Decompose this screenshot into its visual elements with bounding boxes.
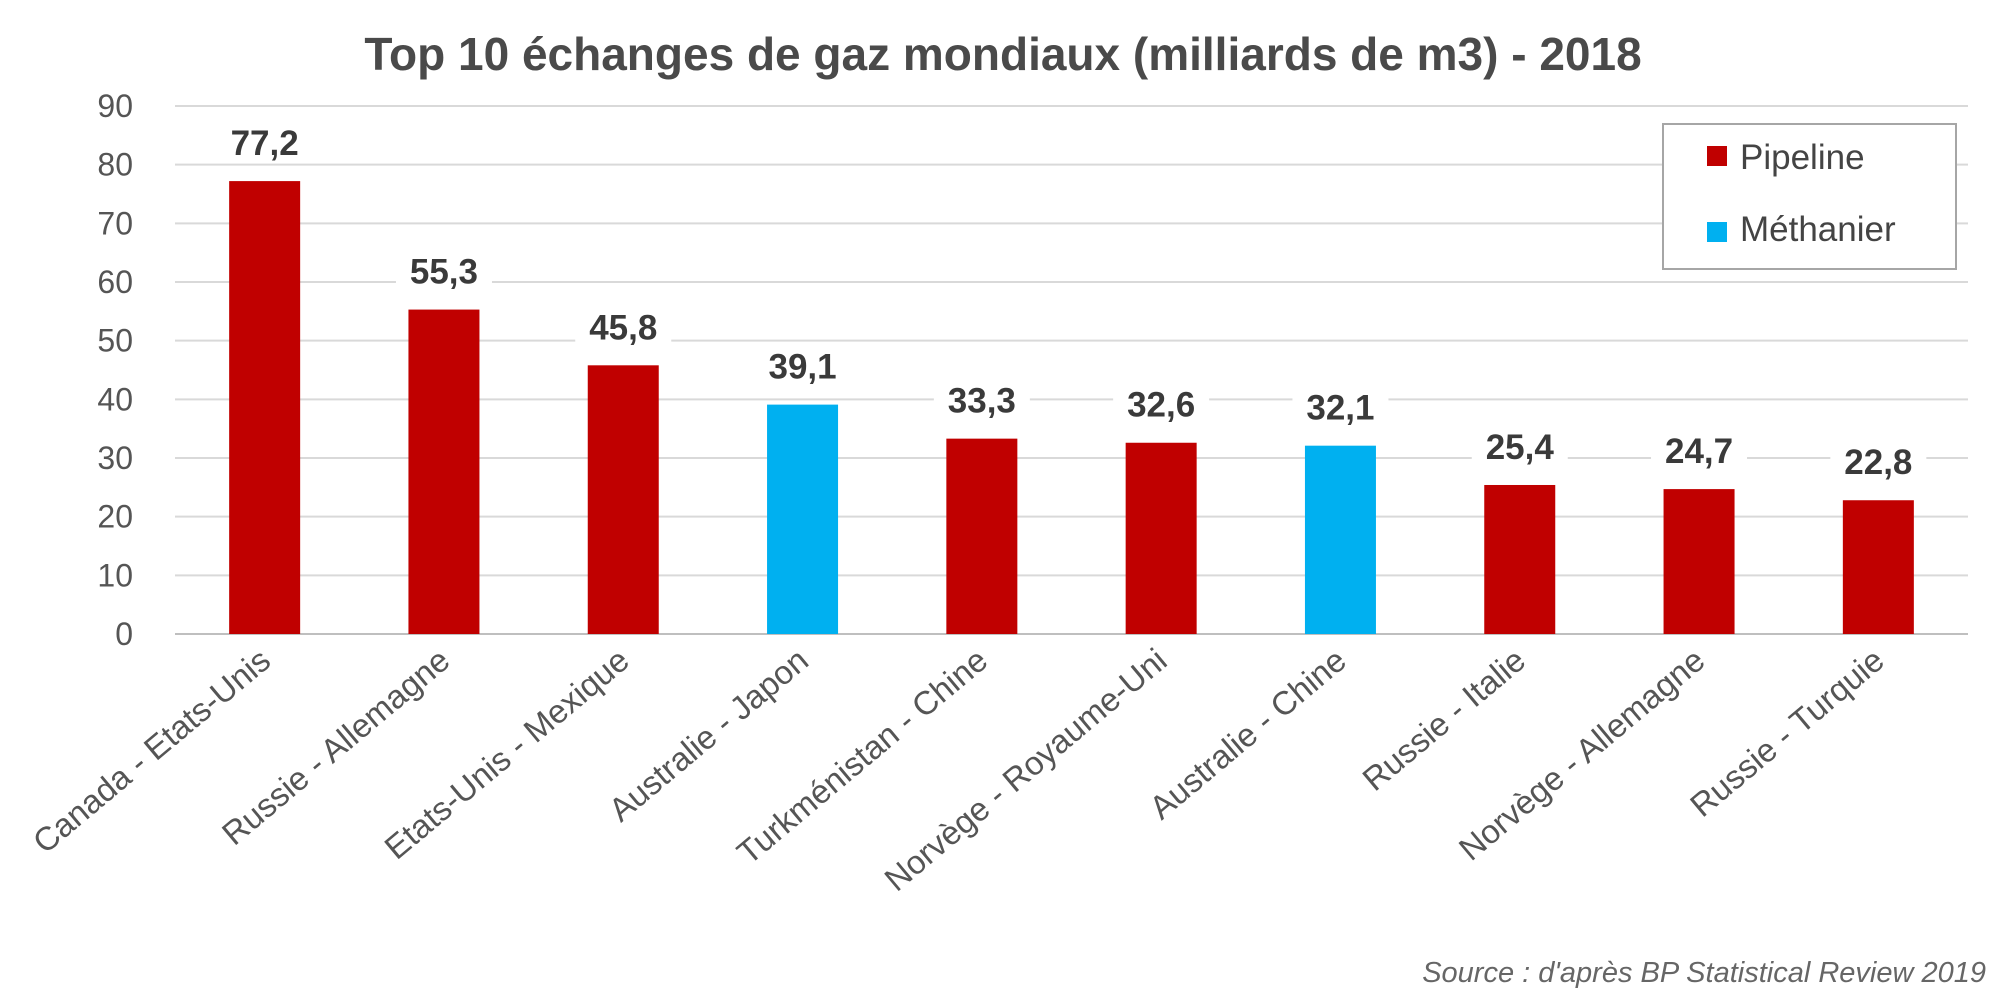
- bar: [1663, 489, 1735, 634]
- bar: [408, 309, 480, 634]
- data-label: 32,6: [1127, 386, 1195, 425]
- data-label: 77,2: [231, 124, 299, 163]
- data-label-backdrop: [754, 342, 851, 387]
- data-label: 33,3: [948, 382, 1016, 421]
- bar: [587, 365, 659, 634]
- y-tick-label: 80: [97, 147, 133, 183]
- data-label: 45,8: [589, 308, 657, 347]
- bars: [229, 181, 1914, 635]
- y-tick-label: 40: [97, 381, 133, 417]
- bar: [229, 181, 301, 635]
- y-tick-label: 90: [97, 88, 133, 124]
- data-label: 22,8: [1844, 443, 1912, 482]
- legend-label-methanier: Méthanier: [1740, 210, 1896, 249]
- bar: [767, 404, 839, 634]
- bar: [1304, 445, 1376, 634]
- x-tick-label: Russie - Italie: [1355, 641, 1532, 798]
- data-label-backdrop: [933, 376, 1030, 421]
- data-label-backdrop: [1471, 422, 1568, 467]
- data-label: 32,1: [1306, 389, 1374, 428]
- x-tick-label: Russie - Turquie: [1683, 641, 1891, 824]
- data-label-backdrop: [1830, 438, 1927, 483]
- data-label: 39,1: [768, 348, 836, 387]
- y-tick-label: 20: [97, 499, 133, 535]
- bar: [1484, 484, 1556, 634]
- chart-title: Top 10 échanges de gaz mondiaux (milliar…: [364, 28, 1641, 80]
- legend: Pipeline Méthanier: [1662, 123, 1957, 270]
- data-label-backdrop: [1113, 380, 1210, 425]
- y-tick-label: 10: [97, 557, 133, 593]
- y-axis-ticks: 0 10 20 30 40 50 60 70 80 90: [97, 88, 133, 652]
- data-label-backdrop: [216, 119, 313, 164]
- y-tick-label: 30: [97, 440, 133, 476]
- data-label-backdrop: [1651, 427, 1748, 472]
- y-tick-label: 0: [115, 616, 133, 652]
- data-label-backdrop: [575, 303, 672, 348]
- y-tick-label: 60: [97, 264, 133, 300]
- data-label: 25,4: [1486, 428, 1555, 467]
- legend-swatch-pipeline: [1707, 146, 1727, 166]
- x-tick-label: Australie - Chine: [1142, 641, 1353, 826]
- y-tick-label: 50: [97, 323, 133, 359]
- legend-label-pipeline: Pipeline: [1740, 138, 1865, 177]
- data-label-backdrop: [395, 247, 492, 292]
- x-tick-label: Norvège - Royaume-Uni: [877, 641, 1173, 898]
- data-labels: 77,2 55,3 45,8 39,1 33,3 32,6 32,1 25,4 24,7 22,8: [216, 119, 1927, 483]
- bar: [946, 438, 1018, 634]
- y-tick-label: 70: [97, 205, 133, 241]
- source-note: Source : d'après BP Statistical Review 2…: [1422, 957, 1986, 989]
- legend-swatch-methanier: [1707, 222, 1727, 242]
- data-label: 55,3: [410, 253, 478, 292]
- data-label-backdrop: [1292, 383, 1389, 428]
- bar: [1125, 442, 1197, 634]
- bar: [1842, 500, 1914, 634]
- data-label: 24,7: [1665, 432, 1733, 471]
